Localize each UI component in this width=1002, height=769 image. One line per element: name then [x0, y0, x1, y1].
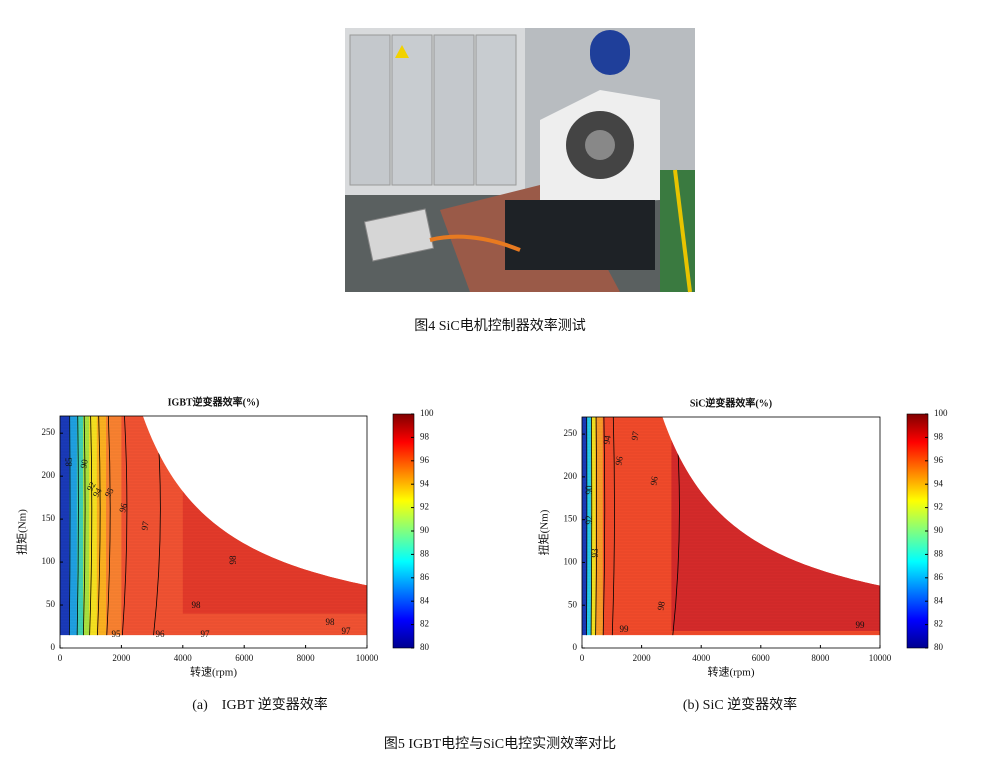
x-tick-label: 6000	[235, 653, 254, 663]
y-tick-label: 250	[564, 428, 578, 438]
colorbar-tick-label: 92	[934, 502, 943, 512]
colorbar-tick-label: 80	[420, 642, 430, 652]
contour-label: 90	[584, 485, 594, 495]
x-axis-label: 转速(rpm)	[190, 665, 237, 679]
colorbar-tick-label: 84	[420, 595, 430, 605]
colorbar-tick-label: 90	[934, 525, 944, 535]
colorbar-tick-label: 94	[420, 478, 430, 488]
x-tick-label: 8000	[811, 653, 830, 663]
contour-label: 97	[342, 626, 352, 636]
x-tick-label: 10000	[869, 653, 892, 663]
y-axis-label: 扭矩(Nm)	[537, 509, 551, 555]
x-axis-label: 转速(rpm)	[707, 665, 754, 679]
subcaption: (a) IGBT 逆变器效率	[192, 696, 327, 713]
contour-fill	[582, 417, 881, 648]
y-tick-label: 250	[42, 427, 56, 437]
subcaption: (b) SiC 逆变器效率	[683, 696, 797, 713]
y-tick-label: 0	[573, 642, 578, 652]
colorbar-tick-label: 96	[934, 455, 944, 465]
x-tick-label: 2000	[633, 653, 652, 663]
y-tick-label: 0	[51, 642, 56, 652]
colorbar-tick-label: 100	[934, 408, 948, 418]
colorbar-tick-label: 88	[420, 548, 430, 558]
colorbar-tick-label: 88	[934, 548, 944, 558]
y-tick-label: 50	[568, 599, 578, 609]
colorbar-tick-label: 96	[420, 455, 430, 465]
figure-caption: 图4 SiC电机控制器效率测试	[414, 317, 586, 334]
contour-label: 85	[64, 457, 74, 467]
y-tick-label: 100	[564, 557, 578, 567]
x-tick-label: 0	[580, 653, 585, 663]
x-tick-label: 8000	[297, 653, 316, 663]
colorbar-tick-label: 98	[934, 431, 944, 441]
colorbar-tick-label: 82	[420, 619, 429, 629]
contour-band	[582, 417, 587, 648]
colorbar-tick-label: 98	[420, 431, 430, 441]
y-tick-label: 50	[46, 599, 56, 609]
contour-band	[60, 416, 70, 648]
x-tick-label: 4000	[174, 653, 193, 663]
y-tick-label: 150	[564, 514, 578, 524]
contour-band	[106, 416, 122, 648]
colorbar-tick-label: 84	[934, 595, 944, 605]
colorbar-tick-label: 82	[934, 619, 943, 629]
y-tick-label: 200	[42, 470, 56, 480]
contour-label: 98	[228, 555, 238, 565]
colorbar-tick-label: 80	[934, 642, 944, 652]
contour-label: 95	[112, 629, 122, 639]
contour-label: 96	[156, 629, 166, 639]
contour-band	[671, 417, 880, 631]
x-tick-label: 10000	[356, 653, 379, 663]
contour-label: 93	[590, 548, 600, 558]
x-tick-label: 2000	[112, 653, 131, 663]
y-axis-label: 扭矩(Nm)	[15, 509, 29, 555]
x-tick-label: 4000	[692, 653, 711, 663]
x-tick-label: 0	[58, 653, 63, 663]
chart-title: IGBT逆变器效率(%)	[168, 395, 260, 408]
colorbar-tick-label: 92	[420, 502, 429, 512]
contour-label: 97	[201, 629, 211, 639]
contour-fill	[60, 416, 368, 648]
photo	[345, 28, 695, 292]
colorbar-tick-label: 86	[934, 572, 944, 582]
chart-title: SiC逆变器效率(%)	[690, 396, 772, 409]
y-tick-label: 200	[564, 471, 578, 481]
y-tick-label: 150	[42, 513, 56, 523]
colorbar-tick-label: 90	[420, 525, 430, 535]
x-tick-label: 6000	[752, 653, 771, 663]
contour-label: 98	[192, 600, 202, 610]
colorbar-tick-label: 94	[934, 478, 944, 488]
contour-label: 99	[856, 620, 866, 630]
contour-label: 98	[326, 617, 336, 627]
figure-caption: 图5 IGBT电控与SiC电控实测效率对比	[384, 735, 616, 752]
contour-band	[69, 416, 77, 648]
colorbar	[393, 414, 414, 648]
y-tick-label: 100	[42, 556, 56, 566]
colorbar	[907, 414, 928, 648]
colorbar-tick-label: 100	[420, 408, 434, 418]
contour-label: 92	[584, 516, 594, 525]
contour-label: 99	[620, 624, 630, 634]
colorbar-tick-label: 86	[420, 572, 430, 582]
